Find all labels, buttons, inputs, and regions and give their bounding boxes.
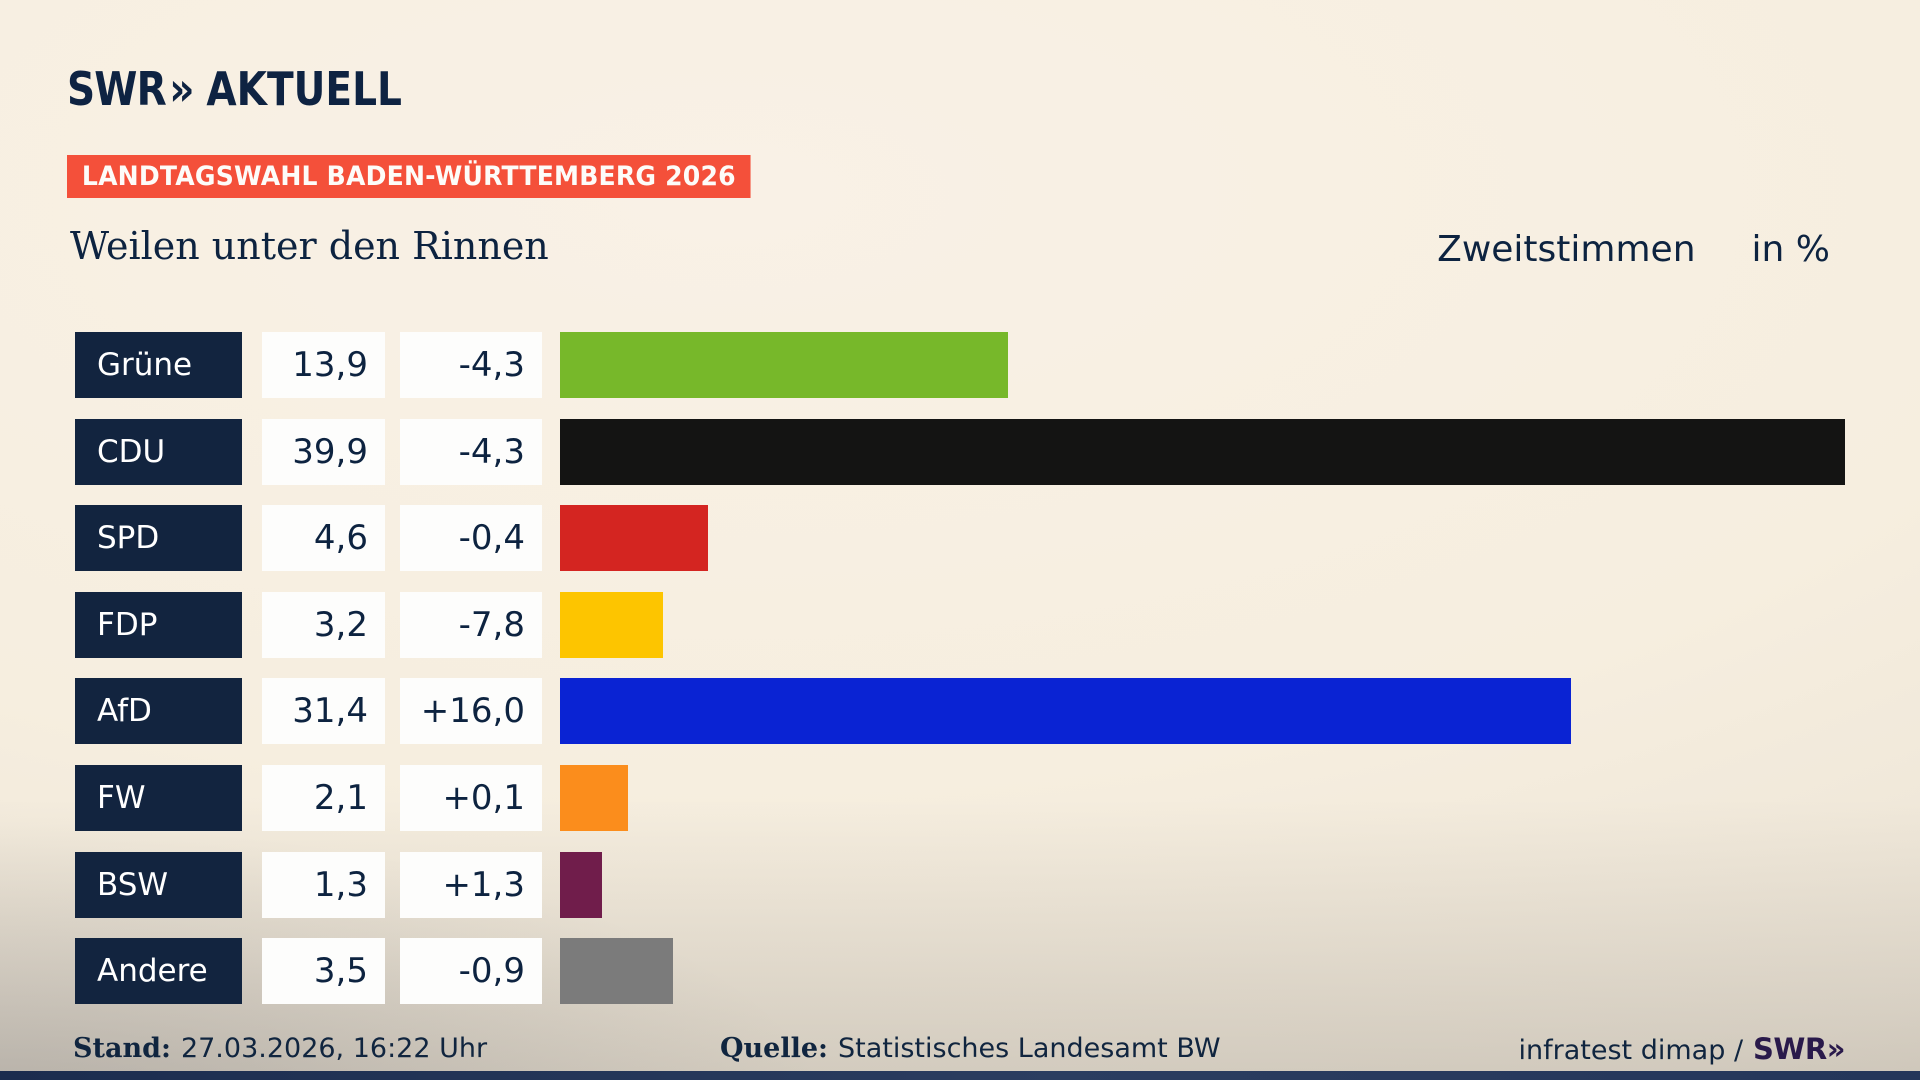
value-cell: 13,9 [262,332,385,398]
logo-brand-text: SWR [67,62,167,116]
quelle-value: Statistisches Landesamt BW [838,1033,1221,1064]
change-cell: +1,3 [400,851,542,918]
table-row-bsw: BSW 1,3 +1,3 [75,851,1875,918]
party-label: FW [75,764,242,831]
stand-timestamp: Stand: 27.03.2026, 16:22 Uhr [73,1028,487,1070]
change-cell: +0,1 [400,764,542,831]
party-label: SPD [75,505,242,572]
party-label: Grüne [75,332,242,398]
value-cell: 1,3 [262,851,385,918]
value-cell: 31,4 [262,678,385,745]
change-cell: +16,0 [400,678,542,745]
result-bar [560,332,1008,398]
logo-chevrons-icon: » [169,62,194,116]
result-bar [560,591,663,658]
footer: Stand: 27.03.2026, 16:22 Uhr Quelle: Stati… [0,1028,1920,1070]
party-label: BSW [75,851,242,918]
vote-type-label: Zweitstimmen [1437,229,1696,270]
stand-label: Stand: [73,1033,171,1064]
result-bar [560,851,602,918]
party-label: FDP [75,591,242,658]
result-bar [560,418,1845,485]
result-bar [560,678,1572,745]
party-label: AfD [75,678,242,745]
value-cell: 2,1 [262,764,385,831]
credit-note: infratest dimap / SWR» [1518,1028,1846,1072]
table-row-afd: AfD 31,4 +16,0 [75,678,1875,745]
value-cell: 39,9 [262,418,385,485]
table-row-fw: FW 2,1 +0,1 [75,764,1875,831]
change-cell: -4,3 [400,332,542,398]
quelle-label: Quelle: [720,1033,828,1064]
table-row-andere: Andere 3,5 -0,9 [75,938,1875,1005]
results-bar-chart: Grüne 13,9 -4,3 CDU 39,9 -4,3 SPD 4,6 -0… [75,332,1875,1025]
party-label: Andere [75,938,242,1005]
change-cell: -4,3 [400,418,542,485]
vote-type-header: Zweitstimmen in % [1437,228,1830,272]
result-bar [560,938,673,1005]
table-row-gruene: Grüne 13,9 -4,3 [75,332,1875,398]
change-cell: -7,8 [400,591,542,658]
change-cell: -0,9 [400,938,542,1005]
table-row-spd: SPD 4,6 -0,4 [75,505,1875,572]
value-cell: 3,2 [262,591,385,658]
value-cell: 4,6 [262,505,385,572]
party-label: CDU [75,418,242,485]
swr-aktuell-logo: SWR» AKTUELL [67,66,402,112]
unit-label: in % [1751,229,1830,270]
value-cell: 3,5 [262,938,385,1005]
stand-value: 27.03.2026, 16:22 Uhr [180,1033,488,1064]
bottom-strip [0,1071,1920,1080]
table-row-cdu: CDU 39,9 -4,3 [75,418,1875,485]
election-banner: LANDTAGSWAHL BADEN-WÜRTTEMBERG 2026 [67,155,751,198]
change-cell: -0,4 [400,505,542,572]
credit-text: infratest dimap / [1518,1035,1744,1066]
result-bar [560,764,628,831]
page-title: Weilen unter den Rinnen [70,224,549,268]
swr-footer-logo: SWR» [1753,1032,1845,1066]
source-note: Quelle: Statistisches Landesamt BW [720,1028,1221,1070]
logo-product-text: AKTUELL [206,62,402,116]
table-row-fdp: FDP 3,2 -7,8 [75,591,1875,658]
result-bar [560,505,709,572]
